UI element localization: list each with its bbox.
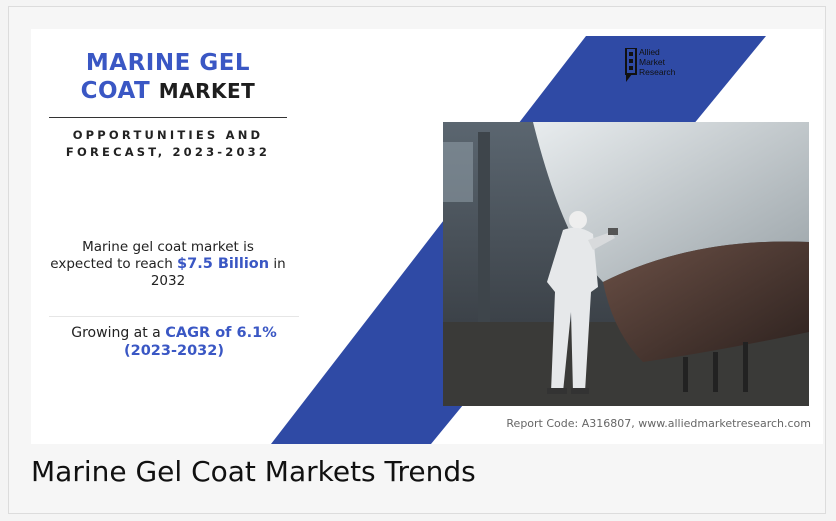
figure-caption: Marine Gel Coat Markets Trends [31,455,476,488]
boat-hull-painting-photo [443,122,809,406]
title-line-1: MARINE GEL [85,50,251,76]
logo-text: Allied Market Research [639,47,675,77]
title-coat: COAT [80,78,151,104]
logo-line-1: Allied [639,47,660,57]
figure-frame: MARINE GEL COAT MARKET OPPORTUNITIES AND… [8,6,826,514]
cagr-stat: Growing at a CAGR of 6.1% (2023-2032) [49,324,299,360]
forecast-subtitle: OPPORTUNITIES AND FORECAST, 2023-2032 [65,128,271,159]
stat1-suffix: in 2032 [150,256,286,289]
logo-line-2: Market [639,57,665,67]
stat2-value: CAGR of 6.1% (2023-2032) [124,325,277,359]
logo-mark-icon [625,48,637,82]
allied-market-research-logo: Allied Market Research [625,46,695,86]
stat1-prefix: Marine gel coat market is expected to re… [50,239,254,272]
market-size-stat: Marine gel coat market is expected to re… [49,239,287,290]
logo-line-3: Research [639,67,676,77]
title-divider [49,117,287,118]
stat2-prefix: Growing at a [71,325,166,341]
infographic-title: MARINE GEL COAT MARKET [49,49,287,105]
title-line-2: COAT MARKET [49,77,287,105]
title-market: MARKET [158,79,256,103]
stat1-value: $7.5 Billion [177,256,270,272]
report-code: Report Code: A316807, www.alliedmarketre… [506,417,811,430]
infographic-card: MARINE GEL COAT MARKET OPPORTUNITIES AND… [31,29,823,444]
stat-divider [49,316,299,317]
